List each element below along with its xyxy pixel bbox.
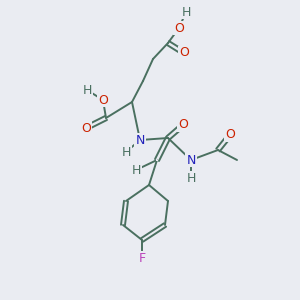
Text: H: H <box>82 83 92 97</box>
Text: O: O <box>81 122 91 134</box>
Text: O: O <box>174 22 184 34</box>
Text: N: N <box>135 134 145 146</box>
Text: O: O <box>225 128 235 142</box>
Text: H: H <box>181 5 191 19</box>
Text: H: H <box>121 146 131 158</box>
Text: F: F <box>138 251 146 265</box>
Text: H: H <box>186 172 196 184</box>
Text: H: H <box>131 164 141 176</box>
Text: N: N <box>186 154 196 166</box>
Text: H: H <box>157 160 158 161</box>
Text: O: O <box>98 94 108 106</box>
Text: O: O <box>179 46 189 59</box>
Text: O: O <box>178 118 188 131</box>
